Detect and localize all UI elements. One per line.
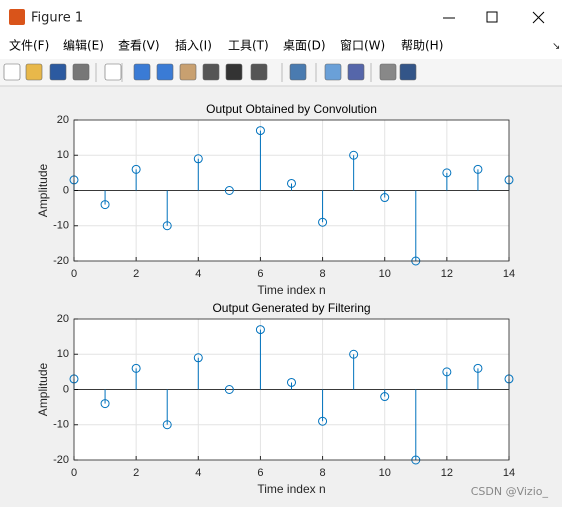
- stem-marker: [131, 363, 141, 373]
- toolbar-button[interactable]: [225, 63, 243, 81]
- stem-marker: [349, 150, 359, 160]
- y-tick-label: 20: [57, 114, 69, 126]
- toolbar-button[interactable]: [324, 63, 342, 81]
- toolbar-button[interactable]: [399, 63, 417, 81]
- x-axis-label: Time index n: [257, 283, 325, 297]
- stem-marker: [442, 367, 452, 377]
- stem-marker: [255, 325, 265, 335]
- menu-item[interactable]: 文件(F): [9, 38, 49, 53]
- axes: 0 2 4 6 8 10 12 14 -20 -10 0 10 20 Output Obtained by…: [36, 102, 515, 297]
- stem-marker: [380, 193, 390, 203]
- menu-item[interactable]: 编辑(E): [63, 38, 104, 53]
- toolbar-button[interactable]: [104, 63, 122, 81]
- stem-marker: [162, 221, 172, 231]
- stem-marker: [473, 164, 483, 174]
- x-tick-label: 4: [195, 467, 201, 479]
- axes-box: [73, 119, 510, 262]
- x-tick-label: 10: [379, 467, 391, 479]
- toolbar-button[interactable]: [25, 63, 43, 81]
- toolbar-button[interactable]: [3, 63, 21, 81]
- menu-item[interactable]: 工具(T): [228, 39, 269, 53]
- stem-marker: [193, 353, 203, 363]
- toolbar-button[interactable]: [202, 63, 220, 81]
- toolbar: [0, 59, 562, 86]
- y-tick-label: 0: [63, 383, 69, 395]
- toolbar-button[interactable]: [289, 63, 307, 81]
- menu-item[interactable]: 窗口(W): [340, 39, 385, 53]
- x-tick-label: 12: [441, 268, 453, 280]
- stem-marker: [287, 377, 296, 387]
- stem-marker: [318, 217, 328, 227]
- y-tick-label: -20: [53, 255, 69, 267]
- y-axis-label: Amplitude: [36, 363, 50, 417]
- stem-marker: [131, 164, 141, 174]
- stem-marker: [193, 154, 203, 164]
- x-tick-label: 0: [71, 268, 77, 280]
- toolbar-button[interactable]: [379, 63, 397, 81]
- x-axis-label: Time index n: [257, 482, 325, 496]
- stem-marker: [442, 168, 452, 178]
- toolbar-button[interactable]: [72, 63, 90, 81]
- toolbar-button[interactable]: [347, 63, 365, 81]
- y-tick-label: -10: [53, 419, 69, 431]
- toolbar-button[interactable]: [49, 63, 67, 81]
- toolbar-button[interactable]: [250, 63, 268, 81]
- x-tick-label: 4: [195, 268, 201, 280]
- stem-marker: [162, 420, 172, 430]
- x-tick-label: 14: [503, 467, 515, 479]
- title-bar: [0, 0, 562, 35]
- toolbar-button[interactable]: [179, 63, 197, 81]
- maximize-button[interactable]: [486, 11, 498, 23]
- stem-marker: [287, 178, 296, 188]
- y-tick-label: 10: [57, 348, 69, 360]
- stem-marker: [100, 399, 110, 409]
- watermark: CSDN @Vizio_: [471, 485, 549, 498]
- stem-marker: [318, 416, 328, 426]
- y-tick-label: 20: [57, 313, 69, 325]
- toolbar-button[interactable]: [133, 63, 151, 81]
- menu-item[interactable]: 插入(I): [175, 39, 212, 53]
- y-tick-label: -10: [53, 220, 69, 232]
- axes: 0 2 4 6 8 10 12 14 -20 -10 0 10 20 Output Generated b…: [36, 301, 515, 496]
- menu-bar: [0, 35, 562, 59]
- y-tick-label: -20: [53, 454, 69, 466]
- y-tick-label: 10: [57, 149, 69, 161]
- x-tick-label: 6: [257, 268, 263, 280]
- close-button[interactable]: [532, 11, 545, 24]
- app-icon: [9, 9, 25, 25]
- menu-arrow: ↘: [552, 41, 560, 52]
- toolbar-button[interactable]: [156, 63, 174, 81]
- x-tick-label: 8: [320, 268, 326, 280]
- stem-marker: [255, 126, 265, 136]
- stem-marker: [224, 186, 234, 195]
- x-tick-label: 12: [441, 467, 453, 479]
- stem-marker: [349, 349, 359, 359]
- x-tick-label: 14: [503, 268, 515, 280]
- stem-marker: [224, 385, 234, 394]
- menu-item[interactable]: 查看(V): [118, 39, 160, 53]
- stem-marker: [100, 200, 110, 210]
- window-title: Figure 1: [31, 11, 83, 26]
- menu-item[interactable]: 桌面(D): [283, 39, 326, 53]
- chart-title: Output Generated by Filtering: [212, 301, 370, 315]
- x-tick-label: 8: [320, 467, 326, 479]
- x-tick-label: 2: [133, 467, 139, 479]
- menu-item[interactable]: 帮助(H): [401, 39, 443, 53]
- stem-marker: [380, 392, 390, 402]
- axes-box: [73, 318, 510, 461]
- x-tick-label: 2: [133, 268, 139, 280]
- y-tick-label: 0: [63, 184, 69, 196]
- x-tick-label: 0: [71, 467, 77, 479]
- chart-title: Output Obtained by Convolution: [206, 102, 377, 116]
- x-tick-label: 10: [379, 268, 391, 280]
- x-tick-label: 6: [257, 467, 263, 479]
- y-axis-label: Amplitude: [36, 164, 50, 218]
- stem-marker: [473, 363, 483, 373]
